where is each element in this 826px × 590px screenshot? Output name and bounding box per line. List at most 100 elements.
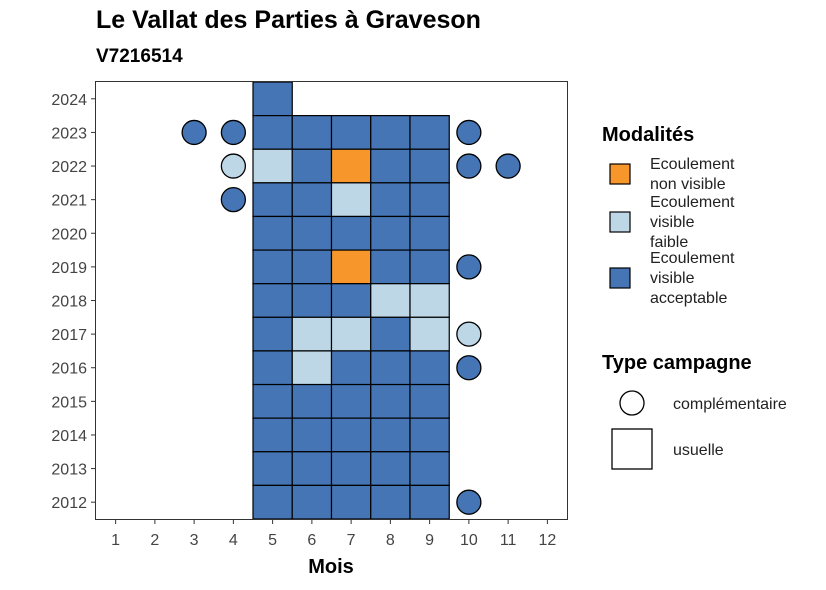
y-tick-label-2020: 2020: [51, 226, 87, 243]
cell-2012-6: [291, 484, 333, 520]
cell-2018-7: [330, 283, 372, 318]
cell-2013-8: [370, 451, 411, 486]
cell-2018-8: [370, 283, 411, 318]
cell-2023-6: [291, 115, 333, 150]
cell-2014-5: [252, 417, 293, 453]
cell-2014-8: [370, 417, 411, 453]
cell-2022-9: [409, 148, 450, 184]
x-tick-label-2: 2: [150, 532, 159, 549]
y-tick-label-2013: 2013: [51, 462, 87, 479]
cell-2022-5: [252, 148, 293, 184]
point-2023-3: [181, 119, 207, 146]
cell-2019-9: [409, 249, 450, 285]
cell-2020-8: [370, 215, 411, 251]
y-tick-label-2024: 2024: [51, 92, 87, 109]
y-axis: 2012 2013 2014 2015 2016 2017 2018 2019 2020 2021…: [51, 92, 96, 512]
legend-circle-key: [619, 390, 645, 416]
point-2017-10: [456, 321, 482, 347]
x-tick-label-6: 6: [307, 532, 316, 549]
y-tick-label-2017: 2017: [51, 327, 87, 344]
cell-2017-6: [291, 316, 333, 352]
cell-2016-9: [409, 350, 450, 386]
cell-2019-5: [252, 249, 293, 285]
cell-2018-6: [291, 283, 333, 318]
cell-2017-8: [370, 316, 411, 352]
cell-2015-7: [330, 383, 372, 419]
cell-2016-5: [252, 350, 293, 386]
cell-2015-8: [370, 383, 411, 419]
cell-2017-5: [252, 316, 293, 352]
cell-2018-9: [409, 283, 450, 318]
point-2019-10: [456, 254, 482, 280]
cell-2012-8: [370, 484, 411, 520]
x-axis-title: Mois: [308, 556, 354, 578]
cell-2021-9: [409, 182, 450, 218]
x-tick-label-4: 4: [229, 532, 238, 549]
point-2022-4: [220, 153, 247, 179]
x-tick-label-1: 1: [111, 532, 120, 549]
cell-2013-6: [291, 451, 333, 486]
point-2016-10: [456, 355, 482, 381]
x-tick-label-3: 3: [190, 532, 199, 549]
y-tick-label-2015: 2015: [51, 394, 87, 411]
point-2022-11: [495, 153, 521, 179]
legend-key-2: [609, 267, 631, 289]
legend-square-label: usuelle: [673, 442, 724, 459]
legend-type-title: Type campagne: [602, 352, 752, 374]
point-2021-4: [220, 187, 247, 213]
cell-2020-6: [291, 215, 333, 251]
legend-key-0: [609, 163, 631, 185]
legend-modalites-title: Modalités: [602, 124, 694, 146]
x-tick-label-10: 10: [460, 532, 478, 549]
cell-2014-6: [291, 417, 333, 453]
cell-2020-5: [252, 215, 293, 251]
cell-2012-9: [409, 484, 450, 520]
y-tick-label-2016: 2016: [51, 361, 87, 378]
legend-type-campagne: Type campagne complémentaire usuelle: [602, 352, 787, 470]
cell-2015-6: [291, 383, 333, 419]
cell-2017-9: [409, 316, 450, 352]
cell-2014-9: [409, 417, 450, 453]
cell-2018-5: [252, 283, 293, 318]
cell-2022-8: [370, 148, 411, 184]
y-tick-label-2021: 2021: [51, 193, 87, 210]
y-tick-label-2012: 2012: [51, 495, 87, 512]
x-tick-label-9: 9: [425, 532, 434, 549]
cell-2016-7: [330, 350, 372, 386]
point-2023-4: [220, 119, 247, 146]
cell-2022-7: [330, 148, 372, 184]
cell-2015-5: [252, 383, 293, 419]
cell-2023-5: [252, 115, 293, 150]
legend-circle-label: complémentaire: [673, 396, 787, 413]
usuelle-cells: [252, 81, 450, 520]
point-2012-10: [456, 489, 482, 515]
cell-2021-5: [252, 182, 293, 218]
x-tick-label-12: 12: [538, 532, 556, 549]
cell-2016-8: [370, 350, 411, 386]
legend-label-1: Ecoulement visible faible: [650, 194, 735, 251]
cell-2019-6: [291, 249, 333, 285]
cell-2023-7: [330, 115, 372, 150]
cell-2021-6: [291, 182, 333, 218]
cell-2024-5: [252, 81, 293, 117]
cell-2019-7: [330, 249, 372, 285]
x-axis: 1 2 3 4 5 6 7 8 9 10 11 12: [111, 519, 556, 549]
cell-2013-9: [409, 451, 450, 486]
point-2023-10: [456, 119, 482, 146]
cell-2021-7: [330, 182, 372, 218]
x-tick-label-8: 8: [386, 532, 395, 549]
cell-2013-7: [330, 451, 372, 486]
legend-key-1: [609, 211, 631, 233]
cell-2020-9: [409, 215, 450, 251]
x-tick-label-5: 5: [268, 532, 277, 549]
cell-2013-5: [252, 451, 293, 486]
y-tick-label-2023: 2023: [51, 125, 87, 142]
cell-2017-7: [330, 316, 372, 352]
point-2022-10: [456, 153, 482, 179]
cell-2012-7: [330, 484, 372, 520]
cell-2012-5: [252, 484, 293, 520]
x-tick-label-11: 11: [500, 532, 517, 549]
cell-2014-7: [330, 417, 372, 453]
